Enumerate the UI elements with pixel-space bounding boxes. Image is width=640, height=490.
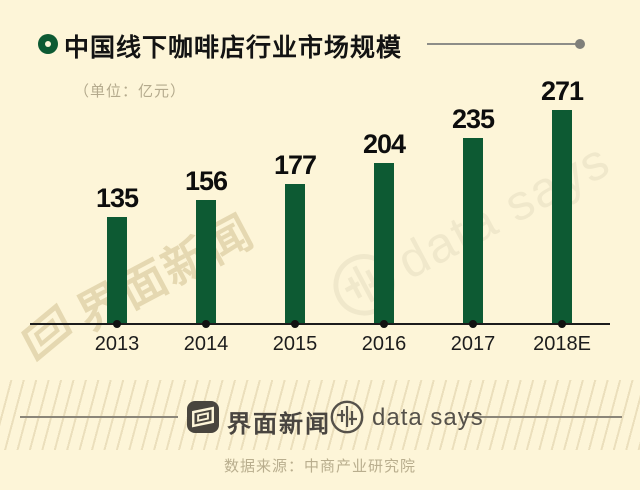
x-tick-label-2013: 2013 <box>94 333 140 355</box>
axis-tick-dot-icon <box>291 320 299 328</box>
footer-rule-right <box>464 416 622 418</box>
axis-tick-dot-icon <box>202 320 210 328</box>
chart-title: 中国线下咖啡店行业市场规模 <box>64 34 403 62</box>
x-tick-label-2014: 2014 <box>183 333 229 355</box>
footer-rule-left <box>20 416 178 418</box>
x-tick-label-2017: 2017 <box>450 333 496 355</box>
x-tick-label-2015: 2015 <box>272 333 318 355</box>
jiemian-brand-name: 界面新闻 <box>227 411 331 438</box>
value-label-2014: 156 <box>184 166 228 196</box>
value-label-2016: 204 <box>362 129 406 159</box>
axis-tick-dot-icon <box>380 320 388 328</box>
data-source-label: 数据来源：中商产业研究院 <box>223 458 416 475</box>
value-label-2013: 135 <box>95 183 139 213</box>
axis-tick-dot-icon <box>469 320 477 328</box>
x-tick-label-2018E: 2018E <box>533 333 591 355</box>
bar-2016 <box>374 163 394 323</box>
footer-hatch-band <box>0 380 640 450</box>
title-rule <box>427 43 579 45</box>
x-axis-line <box>30 323 610 325</box>
value-label-2017: 235 <box>451 104 495 134</box>
datasays-logo-icon <box>330 400 364 434</box>
bar-2015 <box>285 184 305 323</box>
watermark-jiemian: 界面新闻 <box>7 196 264 374</box>
bar-2018E <box>552 110 572 323</box>
bar-2013 <box>107 217 127 323</box>
unit-label: （单位：亿元） <box>74 83 187 100</box>
jiemian-logo-icon <box>187 401 219 433</box>
title-bullet-icon <box>38 34 58 54</box>
bar-2014 <box>196 200 216 323</box>
bar-2017 <box>463 138 483 323</box>
x-tick-label-2016: 2016 <box>361 333 407 355</box>
value-label-2018E: 271 <box>540 76 584 106</box>
axis-tick-dot-icon <box>558 320 566 328</box>
jiemian-logo-watermark-icon <box>10 296 83 369</box>
axis-tick-dot-icon <box>113 320 121 328</box>
title-rule-end-dot-icon <box>575 39 585 49</box>
datasays-brand-name: data says <box>372 404 484 431</box>
value-label-2015: 177 <box>273 150 317 180</box>
